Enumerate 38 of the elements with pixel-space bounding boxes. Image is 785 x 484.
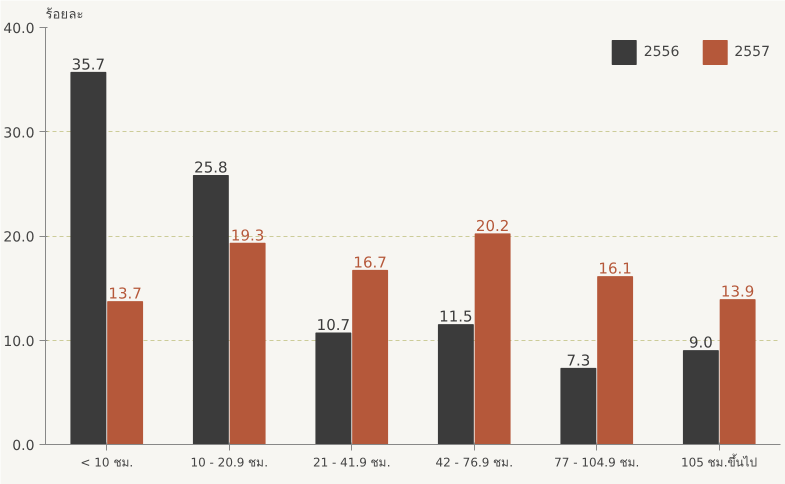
- y-tick-label: 30.0: [3, 125, 34, 142]
- data-label: 16.7: [353, 253, 387, 272]
- bar: [192, 175, 229, 444]
- bar: [315, 332, 352, 444]
- x-tick-label: 42 - 76.9 ชม.: [435, 456, 514, 470]
- y-tick-label: 0.0: [12, 438, 34, 454]
- x-tick-label: 10 - 20.9 ชม.: [190, 456, 268, 470]
- legend-label: 2556: [644, 44, 680, 60]
- data-label: 16.1: [598, 260, 632, 278]
- bar: [230, 242, 266, 444]
- data-label: 11.5: [439, 308, 473, 326]
- y-axis-title: ร้อยละ: [46, 8, 84, 22]
- bar: [720, 299, 756, 444]
- data-label: 9.0: [688, 334, 713, 352]
- bar: [682, 350, 719, 444]
- data-label: 19.3: [230, 226, 264, 244]
- bar: [597, 276, 634, 444]
- x-tick-label: 21 - 41.9 ชม.: [312, 456, 391, 470]
- bar: [107, 301, 144, 444]
- bar: [70, 72, 106, 444]
- y-tick-label: 10.0: [3, 334, 34, 350]
- data-label: 13.9: [720, 282, 754, 301]
- bar: [560, 368, 596, 444]
- data-label: 25.8: [194, 158, 228, 177]
- data-label: 7.3: [566, 351, 590, 370]
- legend-label: 2557: [734, 44, 770, 60]
- bar: [438, 324, 474, 444]
- data-label: 35.7: [72, 55, 106, 74]
- x-tick-label: 77 - 104.9 ชม.: [554, 456, 640, 470]
- x-tick-label: 105 ชม.ขึ้นไป: [680, 454, 758, 470]
- bar: [474, 233, 511, 444]
- y-tick-label: 20.0: [3, 230, 34, 246]
- y-tick-label: 40.0: [3, 21, 34, 37]
- x-tick-label: < 10 ชม.: [80, 456, 134, 470]
- data-label: 20.2: [476, 216, 510, 235]
- data-label: 10.7: [316, 316, 350, 334]
- data-label: 13.7: [108, 284, 142, 303]
- bar: [352, 270, 388, 444]
